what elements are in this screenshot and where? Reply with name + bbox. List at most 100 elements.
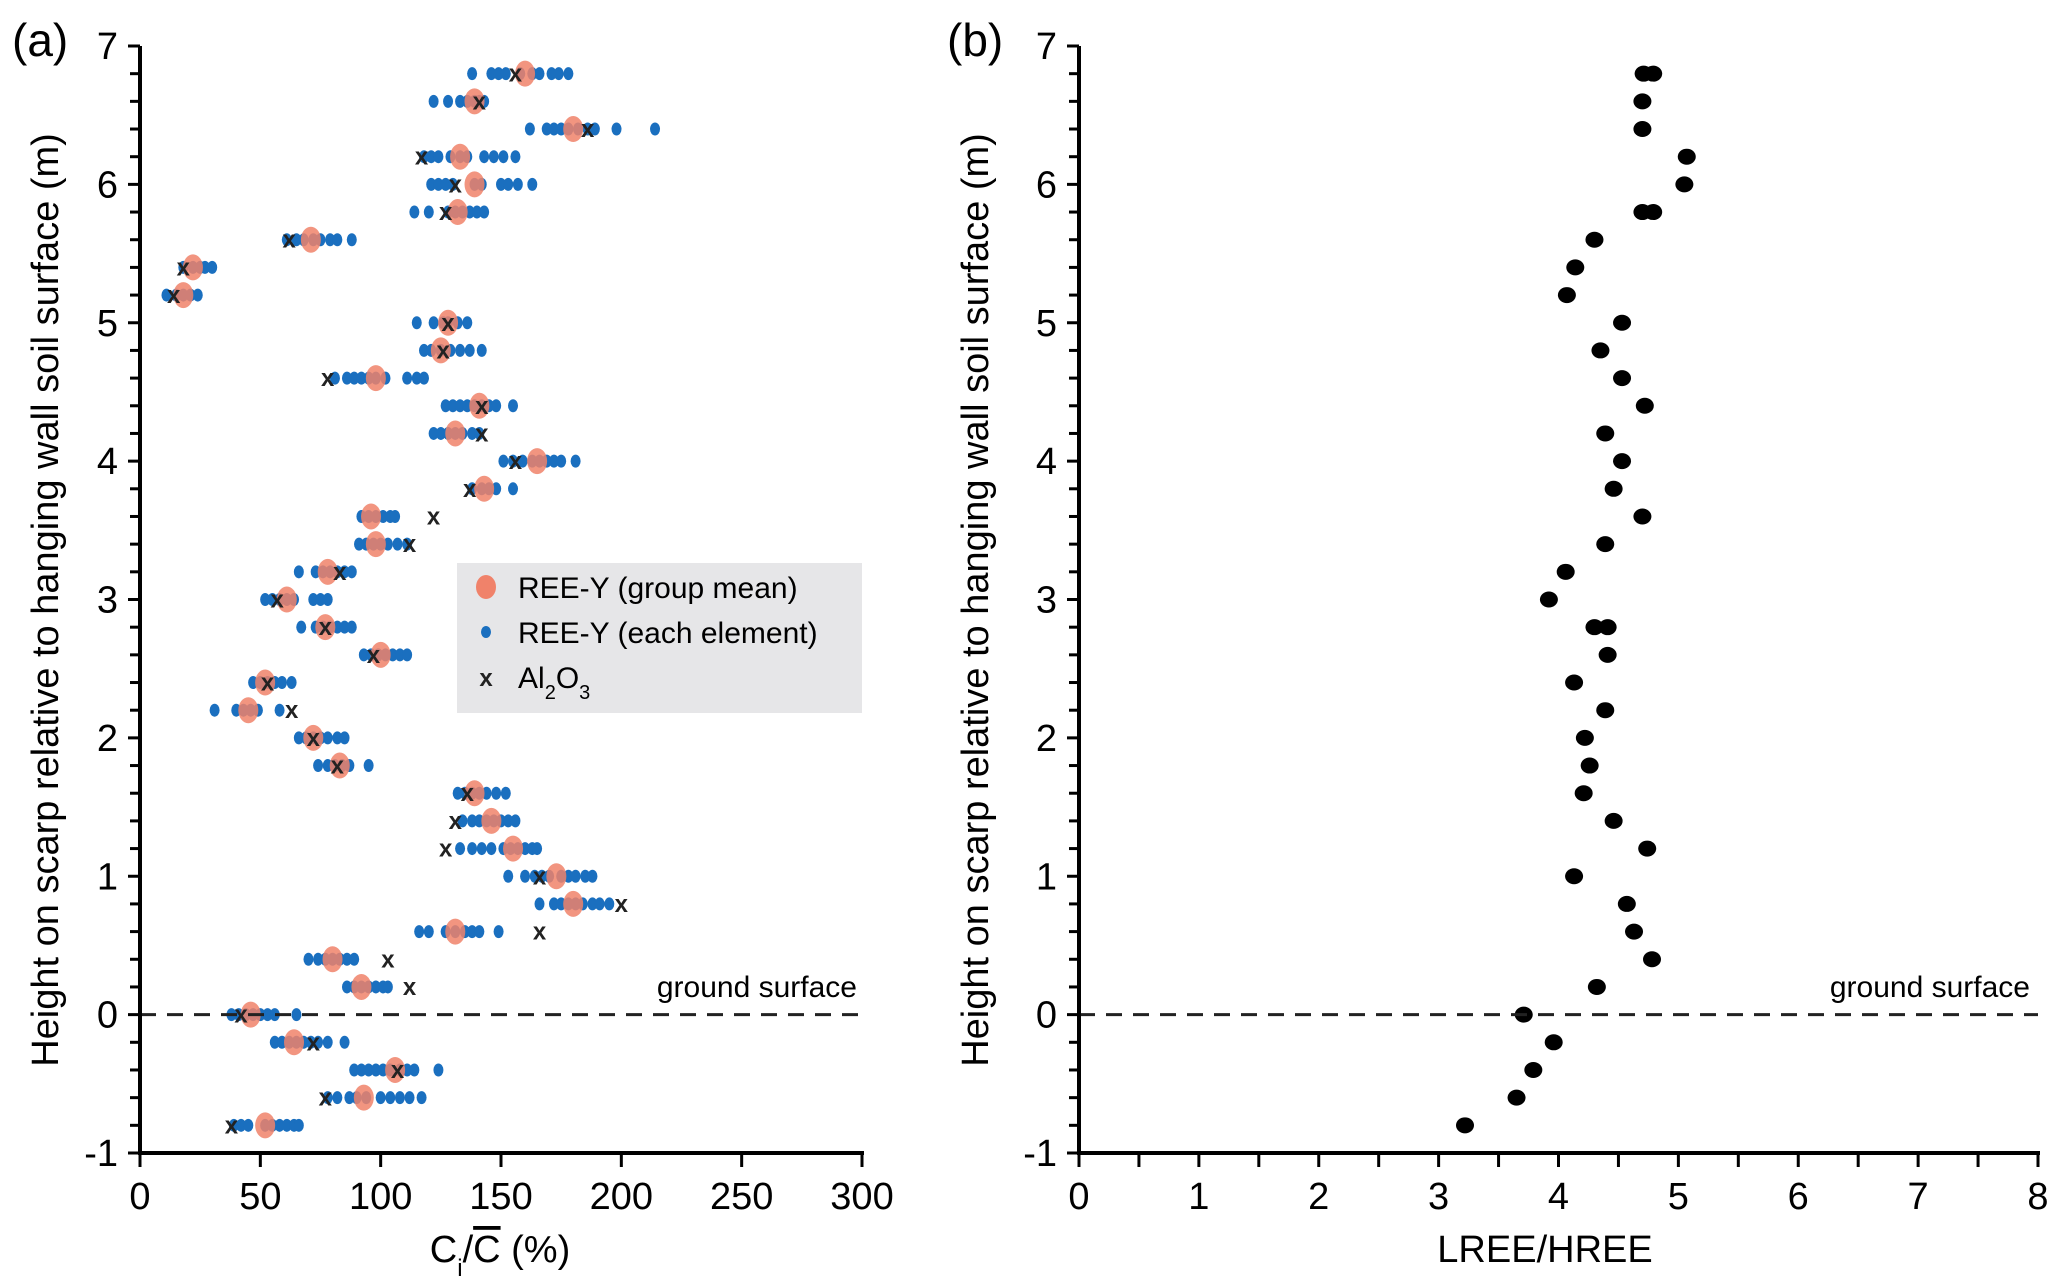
lree-hree-point bbox=[1574, 785, 1593, 802]
element-point bbox=[329, 371, 340, 385]
lree-hree-point bbox=[1677, 148, 1696, 165]
lree-hree-point bbox=[1596, 536, 1615, 553]
element-point bbox=[356, 371, 367, 385]
element-point bbox=[611, 122, 622, 136]
element-point bbox=[382, 980, 393, 994]
al2o3-point: x bbox=[367, 642, 381, 669]
element-point bbox=[354, 537, 365, 551]
element-point bbox=[488, 150, 499, 164]
al2o3-point: x bbox=[381, 946, 395, 973]
panel-b: (b) -1 0 1 2 3 4 5 6 7 0 1 2 3 4 5 6 7 8 Height on scarp … bbox=[947, 14, 2049, 1271]
element-point bbox=[291, 233, 302, 247]
element-point bbox=[534, 897, 545, 911]
element-point bbox=[305, 1035, 316, 1049]
al2o3-point: x bbox=[307, 1029, 321, 1056]
element-point bbox=[209, 703, 220, 717]
element-point bbox=[260, 593, 271, 606]
al2o3-point: x bbox=[449, 808, 463, 835]
element-point bbox=[349, 952, 360, 966]
al2o3-point: x bbox=[319, 1085, 333, 1112]
element-point bbox=[358, 648, 369, 662]
element-point bbox=[293, 565, 304, 579]
element-point bbox=[435, 426, 446, 440]
group-mean-point bbox=[315, 614, 336, 641]
group-mean-point bbox=[445, 420, 466, 447]
lree-hree-point bbox=[1598, 619, 1617, 636]
lree-hree-point bbox=[1524, 1061, 1543, 1078]
element-point bbox=[498, 454, 509, 468]
group-mean-point bbox=[255, 1112, 276, 1139]
element-point bbox=[529, 869, 540, 883]
panel-b-ground-surface-label: ground surface bbox=[1830, 971, 2030, 1004]
element-point bbox=[267, 593, 278, 606]
legend-label-each-element: REE-Y (each element) bbox=[518, 617, 818, 650]
panel-b-marks bbox=[1455, 65, 1696, 1134]
element-point bbox=[503, 814, 514, 828]
al2o3-point: x bbox=[439, 199, 453, 226]
element-point bbox=[409, 1063, 420, 1077]
al2o3-point: x bbox=[333, 559, 347, 586]
a-y-tick-label: 3 bbox=[97, 580, 118, 622]
element-point bbox=[313, 952, 324, 966]
al2o3-point: x bbox=[437, 337, 451, 364]
group-mean-point bbox=[450, 143, 471, 170]
group-mean-point bbox=[563, 890, 584, 917]
element-point bbox=[392, 537, 403, 551]
panel-a-y-axis-title: Height on scarp relative to hanging wall… bbox=[25, 133, 67, 1067]
element-point bbox=[467, 842, 478, 856]
element-point bbox=[467, 925, 478, 939]
element-point bbox=[325, 233, 336, 247]
element-point bbox=[409, 205, 420, 219]
element-point bbox=[339, 731, 350, 745]
element-point bbox=[341, 371, 352, 385]
al2o3-point: x bbox=[415, 144, 429, 171]
element-point bbox=[491, 399, 502, 413]
a-x-tick-label: 300 bbox=[830, 1176, 893, 1218]
element-point bbox=[546, 67, 557, 81]
element-point bbox=[474, 925, 485, 939]
panel-a-label: (a) bbox=[12, 14, 68, 66]
element-point bbox=[428, 426, 439, 440]
al2o3-point: x bbox=[391, 1057, 405, 1084]
lree-hree-point bbox=[1604, 812, 1623, 829]
lree-hree-point bbox=[1643, 951, 1662, 968]
element-point bbox=[293, 1118, 304, 1132]
al2o3-point: x bbox=[427, 503, 441, 530]
a-x-tick-label: 200 bbox=[590, 1176, 653, 1218]
element-point bbox=[496, 177, 506, 191]
element-point bbox=[363, 759, 374, 773]
al2o3-point: x bbox=[533, 863, 547, 890]
element-point bbox=[433, 177, 444, 191]
element-point bbox=[474, 426, 485, 440]
element-point bbox=[344, 1091, 355, 1105]
group-mean-point bbox=[329, 752, 350, 779]
element-point bbox=[467, 426, 478, 440]
element-point bbox=[570, 869, 581, 883]
lree-hree-point bbox=[1539, 591, 1558, 608]
element-point bbox=[363, 1063, 374, 1077]
a-y-tick-label: 4 bbox=[97, 441, 118, 483]
element-point bbox=[548, 122, 559, 136]
element-point bbox=[346, 233, 357, 247]
element-point bbox=[512, 177, 523, 191]
element-point bbox=[580, 869, 591, 883]
element-point bbox=[493, 925, 504, 939]
lree-hree-point bbox=[1644, 65, 1663, 82]
group-mean-point bbox=[438, 309, 459, 336]
lree-hree-point bbox=[1557, 287, 1576, 304]
element-point bbox=[428, 316, 439, 330]
group-mean-point bbox=[503, 835, 524, 862]
element-point bbox=[394, 1091, 405, 1105]
group-mean-point bbox=[464, 171, 485, 198]
group-mean-point bbox=[515, 60, 536, 87]
element-point bbox=[322, 731, 333, 745]
element-point bbox=[440, 177, 451, 191]
element-point bbox=[370, 980, 381, 994]
element-point bbox=[385, 1091, 396, 1105]
panel-a-ground-surface-label: ground surface bbox=[657, 971, 857, 1004]
b-x-tick-label: 0 bbox=[1068, 1176, 1089, 1218]
element-point bbox=[339, 620, 350, 634]
a-y-tick-label: 2 bbox=[97, 718, 118, 760]
lree-hree-point bbox=[1635, 397, 1654, 414]
element-point bbox=[346, 620, 357, 634]
